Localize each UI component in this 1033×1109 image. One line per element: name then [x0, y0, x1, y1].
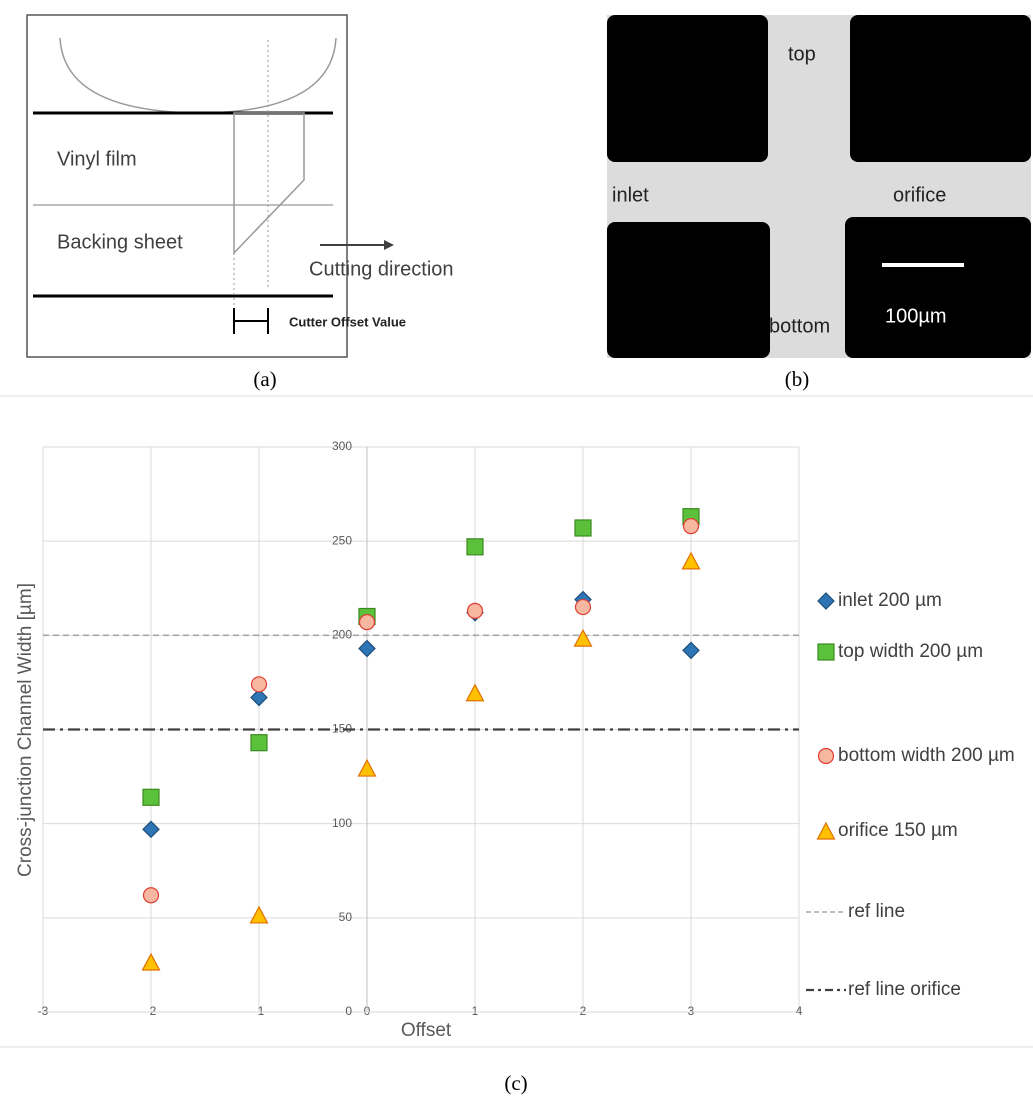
label: orifice	[893, 184, 946, 206]
point	[141, 952, 161, 971]
point	[249, 905, 269, 924]
legend-entry: inlet 200 µm	[838, 590, 942, 611]
label: 100µm	[885, 305, 947, 327]
panel-label: (c)	[504, 1071, 527, 1095]
legend-marker	[817, 747, 835, 765]
y-axis-title: Cross-junction Channel Width [µm]	[15, 583, 36, 877]
point	[357, 758, 377, 777]
panel-label: (b)	[785, 367, 810, 391]
point	[465, 683, 485, 702]
point	[466, 602, 484, 619]
point	[250, 688, 268, 707]
pad	[850, 15, 1031, 162]
x-tick-label: 1	[472, 1004, 479, 1018]
legend-marker	[816, 821, 836, 840]
y-tick-label: 300	[332, 439, 352, 453]
legend-entry: ref line	[848, 901, 906, 922]
y-tick-label: 150	[332, 722, 352, 736]
pad	[845, 217, 1031, 358]
panel-a-frame	[26, 14, 348, 358]
x-axis-title: Offset	[401, 1020, 452, 1041]
point	[358, 614, 376, 631]
legend-entry: orifice 150 µm	[838, 820, 958, 841]
panel-label: (a)	[253, 367, 276, 391]
pad	[607, 222, 770, 358]
legend-entry: bottom width 200 µm	[838, 745, 1015, 766]
offset-bracket	[233, 308, 269, 334]
label: Cutting direction	[309, 258, 454, 280]
x-tick-label: 4	[796, 1004, 803, 1018]
legend-entry: ref line orifice	[848, 979, 961, 1000]
legend-entry: top width 200 µm	[838, 641, 984, 662]
point	[142, 788, 160, 806]
plot: -3-2-101234050100150200250300	[38, 439, 846, 1018]
point	[574, 598, 592, 616]
point	[682, 517, 700, 535]
x-tick-label: -1	[254, 1004, 265, 1018]
x-tick-label: 2	[580, 1004, 587, 1018]
y-tick-label: 50	[339, 910, 353, 924]
x-tick-label: -3	[38, 1004, 49, 1018]
label: Cutter Offset Value	[289, 314, 406, 329]
label: inlet	[612, 184, 649, 206]
label: Backing sheet	[57, 231, 183, 253]
point	[682, 641, 700, 660]
arrow-head	[384, 240, 394, 250]
y-tick-label: 200	[332, 628, 352, 642]
x-tick-label: -2	[146, 1004, 157, 1018]
point	[574, 519, 592, 537]
y-tick-label: 0	[345, 1004, 352, 1018]
blade	[233, 112, 305, 255]
x-tick-label: 3	[688, 1004, 695, 1018]
y-tick-label: 250	[332, 533, 352, 547]
point	[142, 887, 160, 904]
label: top	[788, 43, 816, 65]
point	[573, 628, 593, 647]
point	[358, 639, 376, 658]
legend-marker	[817, 592, 835, 610]
point	[142, 820, 160, 839]
point	[250, 676, 268, 693]
pad	[607, 15, 768, 162]
legend-marker	[817, 643, 835, 661]
y-tick-label: 100	[332, 816, 352, 830]
point	[466, 538, 484, 556]
point	[681, 551, 701, 570]
label: Vinyl film	[57, 148, 137, 170]
label: bottom	[769, 315, 830, 337]
point	[250, 734, 268, 752]
